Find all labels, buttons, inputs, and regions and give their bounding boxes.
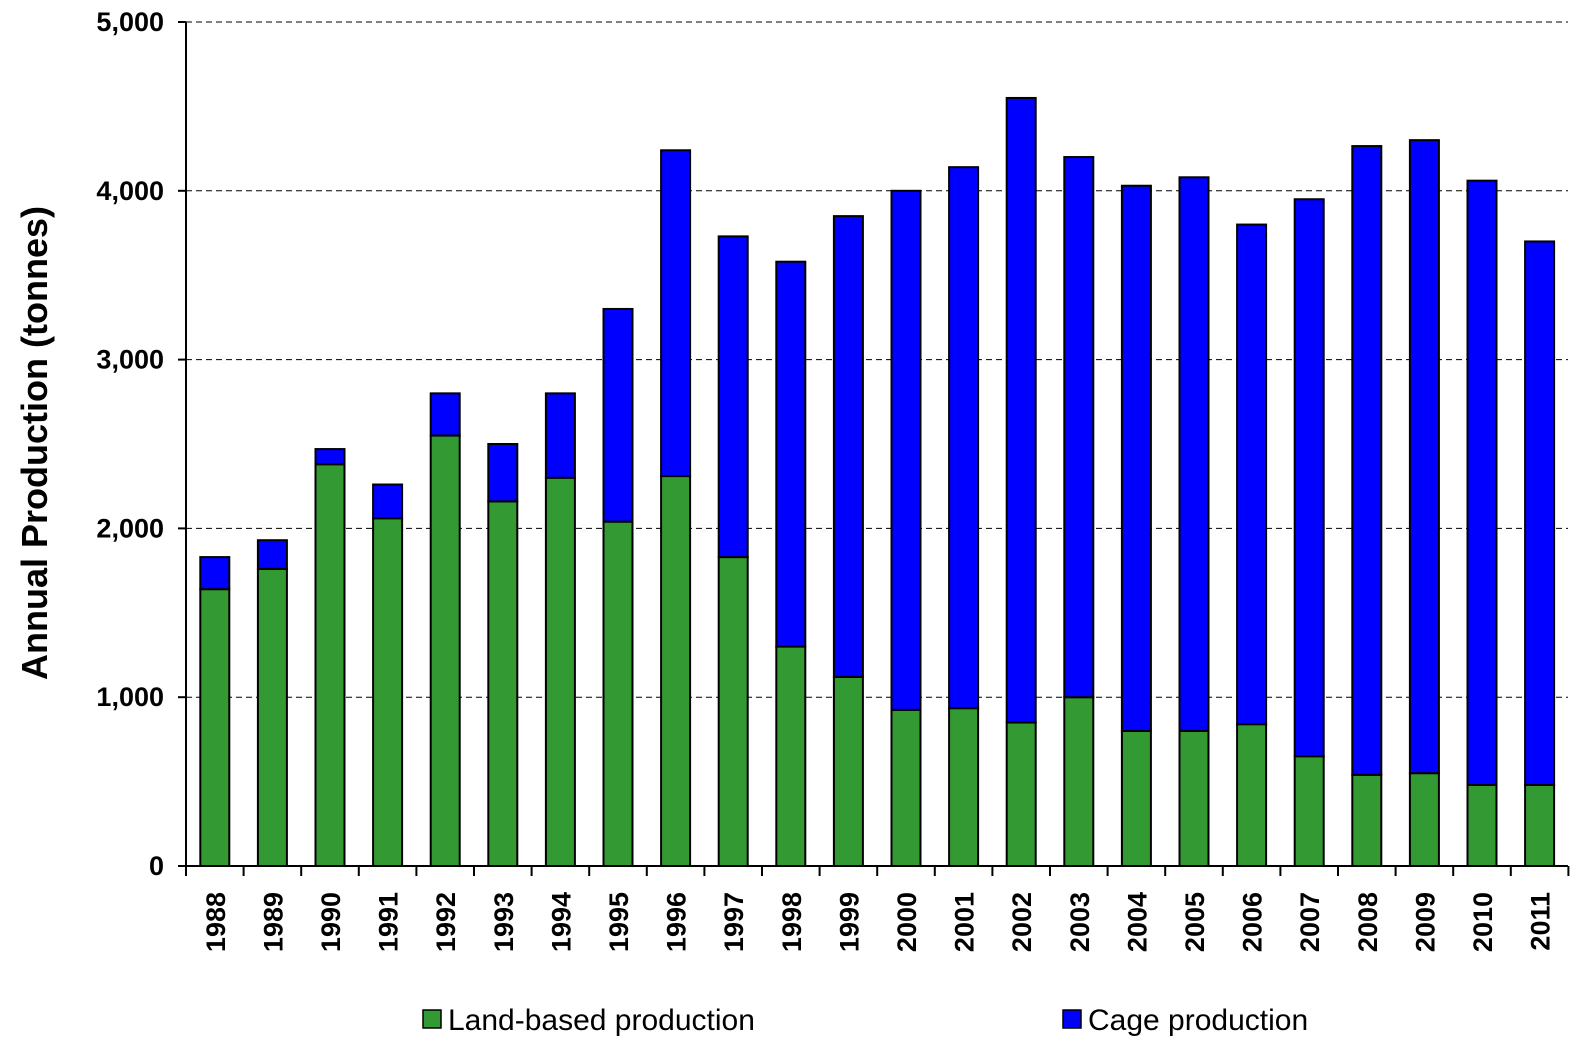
bar-cage-2007 bbox=[1293, 198, 1325, 758]
bar-land-based-2011 bbox=[1524, 783, 1556, 868]
bar-land-based-1992 bbox=[429, 434, 461, 867]
legend: Land-based production Cage production bbox=[422, 1004, 1308, 1037]
x-tick-label: 2008 bbox=[1353, 892, 1383, 952]
x-tick-label: 2004 bbox=[1122, 892, 1152, 952]
x-tick-label: 2003 bbox=[1065, 892, 1095, 952]
bar-cage-2008 bbox=[1351, 145, 1383, 776]
bar-cage-1994 bbox=[544, 392, 576, 479]
bar-land-based-2003 bbox=[1063, 696, 1095, 868]
bar-cage-2005 bbox=[1178, 176, 1210, 732]
y-tick-label: 4,000 bbox=[96, 176, 164, 206]
bar-land-based-1988 bbox=[199, 588, 231, 868]
bar-land-based-2001 bbox=[948, 707, 980, 867]
bar-cage-2006 bbox=[1236, 223, 1268, 726]
x-tick-label: 1991 bbox=[374, 892, 404, 952]
gridlines bbox=[186, 21, 1568, 698]
x-tick-label: 1989 bbox=[258, 892, 288, 952]
bar-cage-1998 bbox=[775, 260, 807, 648]
bar-cage-2004 bbox=[1120, 184, 1152, 732]
bar-cage-2011 bbox=[1524, 240, 1556, 786]
bar-cage-2002 bbox=[1005, 96, 1037, 724]
legend-swatch bbox=[422, 1009, 442, 1029]
bar-land-based-2000 bbox=[890, 708, 922, 867]
bar-cage-1995 bbox=[602, 307, 634, 523]
bar-land-based-1994 bbox=[544, 476, 576, 867]
bar-cage-2003 bbox=[1063, 156, 1095, 699]
bar-cage-1996 bbox=[660, 149, 692, 478]
y-tick-label: 2,000 bbox=[96, 513, 164, 543]
y-tick-label: 1,000 bbox=[96, 682, 164, 712]
x-tick-label: 1999 bbox=[834, 892, 864, 952]
x-tick-label: 1994 bbox=[546, 892, 576, 952]
x-tick-label: 1998 bbox=[777, 892, 807, 952]
x-tick-label: 1990 bbox=[316, 892, 346, 952]
bar-cage-2001 bbox=[948, 166, 980, 710]
y-tick-labels: 0 1,000 2,000 3,000 4,000 5,000 bbox=[96, 7, 164, 881]
bar-land-based-1991 bbox=[372, 517, 404, 867]
bar-land-based-1997 bbox=[717, 556, 749, 867]
y-tick-label: 3,000 bbox=[96, 345, 164, 375]
x-tick-label: 2006 bbox=[1238, 892, 1268, 952]
y-tick-label: 0 bbox=[149, 851, 164, 881]
bar-land-based-1996 bbox=[660, 475, 692, 867]
legend-label: Land-based production bbox=[448, 1004, 755, 1037]
bar-land-based-2009 bbox=[1408, 772, 1440, 867]
x-tick-label: 1995 bbox=[604, 892, 634, 952]
x-tick-label: 2009 bbox=[1410, 892, 1440, 952]
bar-cage-1988 bbox=[199, 556, 231, 591]
bar-land-based-1995 bbox=[602, 520, 634, 867]
y-axis-label: Annual Production (tonnes) bbox=[14, 206, 55, 680]
x-tick-label: 1993 bbox=[489, 892, 519, 952]
bar-cage-1993 bbox=[487, 443, 519, 503]
x-tick-label: 1997 bbox=[719, 892, 749, 952]
x-tick-label: 2002 bbox=[1007, 892, 1037, 952]
bar-cage-1989 bbox=[256, 539, 288, 570]
x-tick-label: 2007 bbox=[1295, 892, 1325, 952]
x-tick-label: 1988 bbox=[201, 892, 231, 952]
bar-land-based-2007 bbox=[1293, 755, 1325, 868]
x-tick-label: 1992 bbox=[431, 892, 461, 952]
bars bbox=[199, 96, 1556, 868]
bar-cage-2010 bbox=[1466, 179, 1498, 786]
bar-land-based-2005 bbox=[1178, 729, 1210, 868]
x-tick-label: 2010 bbox=[1468, 892, 1498, 952]
bar-land-based-2006 bbox=[1236, 723, 1268, 868]
bar-cage-2009 bbox=[1408, 139, 1440, 775]
x-tick-label: 1996 bbox=[662, 892, 692, 952]
bar-cage-1992 bbox=[429, 392, 461, 437]
bar-cage-2000 bbox=[890, 189, 922, 711]
legend-swatch bbox=[1062, 1009, 1082, 1029]
bar-land-based-2002 bbox=[1005, 721, 1037, 868]
bar-land-based-2004 bbox=[1120, 729, 1152, 868]
bar-land-based-1990 bbox=[314, 463, 346, 867]
bar-land-based-2008 bbox=[1351, 773, 1383, 868]
x-tick-labels: 1988 1989 1990 1991 1992 1993 1994 1995 1996 1997… bbox=[201, 892, 1556, 952]
x-tick-label: 2011 bbox=[1526, 892, 1556, 951]
axes bbox=[178, 21, 1570, 876]
bar-land-based-1999 bbox=[832, 675, 864, 867]
bar-cage-1999 bbox=[832, 215, 864, 678]
bar-cage-1997 bbox=[717, 235, 749, 559]
y-tick-label: 5,000 bbox=[96, 7, 164, 37]
x-tick-label: 2005 bbox=[1180, 892, 1210, 952]
bar-land-based-1998 bbox=[775, 645, 807, 867]
x-tick-label: 2001 bbox=[950, 892, 980, 952]
bar-cage-1990 bbox=[314, 448, 346, 466]
x-tick-label: 2000 bbox=[892, 892, 922, 952]
legend-label: Cage production bbox=[1088, 1004, 1308, 1037]
bar-land-based-2010 bbox=[1466, 783, 1498, 868]
bar-land-based-1989 bbox=[256, 567, 288, 867]
bar-land-based-1993 bbox=[487, 500, 519, 867]
bar-cage-1991 bbox=[372, 483, 404, 520]
